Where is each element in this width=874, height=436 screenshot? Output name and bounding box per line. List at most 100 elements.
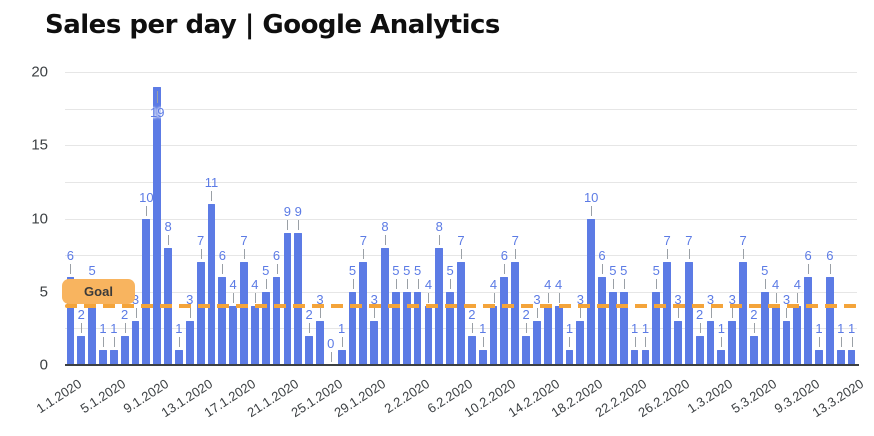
bar-value-label: 2 <box>522 306 530 322</box>
bar[interactable] <box>196 262 205 365</box>
bar[interactable] <box>511 262 520 365</box>
bar[interactable] <box>402 291 411 365</box>
bar[interactable] <box>359 262 368 365</box>
bar[interactable] <box>793 306 802 365</box>
bar[interactable] <box>825 277 834 365</box>
bar[interactable] <box>771 306 780 365</box>
bar[interactable] <box>316 321 324 365</box>
bar-value-label: 1 <box>565 321 574 337</box>
bar[interactable] <box>608 291 617 365</box>
bar[interactable] <box>500 277 509 365</box>
bar[interactable] <box>717 350 726 365</box>
bar[interactable] <box>576 321 585 365</box>
label-leader-line <box>775 293 777 304</box>
bar[interactable] <box>370 321 379 365</box>
bar[interactable] <box>109 350 118 365</box>
bar[interactable] <box>619 291 628 365</box>
bar[interactable] <box>478 350 487 365</box>
bar-value-label: 19 <box>149 104 165 120</box>
bar[interactable] <box>446 291 455 365</box>
bar[interactable] <box>587 218 596 365</box>
bar[interactable] <box>750 335 758 365</box>
label-leader-line <box>124 322 126 333</box>
bar[interactable] <box>348 291 357 365</box>
bar[interactable] <box>554 306 563 365</box>
label-leader-line <box>363 249 365 260</box>
bar-value-label: 1 <box>99 321 107 337</box>
x-axis-tick-label: 5.1.2020 <box>77 376 128 417</box>
bar[interactable] <box>207 203 216 365</box>
label-leader-line <box>102 337 104 348</box>
bar[interactable] <box>728 321 737 365</box>
bar[interactable] <box>489 306 498 365</box>
label-leader-line <box>276 264 278 275</box>
bar[interactable] <box>88 291 97 365</box>
bar[interactable] <box>142 218 151 365</box>
bar-value-label: 5 <box>403 262 411 278</box>
bar[interactable] <box>815 350 823 365</box>
label-leader-line <box>298 220 300 231</box>
bar[interactable] <box>706 321 715 365</box>
bar-value-label: 3 <box>131 292 140 308</box>
bar[interactable] <box>337 350 346 365</box>
bar-value-label: 8 <box>435 218 443 234</box>
bar-value-label: 6 <box>218 248 226 264</box>
bar[interactable] <box>250 306 259 365</box>
bar[interactable] <box>131 321 140 365</box>
bar[interactable] <box>261 291 270 365</box>
bar[interactable] <box>229 306 238 365</box>
bar[interactable] <box>663 262 672 365</box>
label-leader-line <box>417 278 419 289</box>
bar[interactable] <box>305 335 313 365</box>
bar[interactable] <box>467 335 476 365</box>
bar[interactable] <box>804 277 813 365</box>
bar-value-label: 6 <box>598 248 606 264</box>
label-leader-line <box>254 293 256 304</box>
bar[interactable] <box>652 291 661 365</box>
y-axis-tick-label: 10 <box>31 210 48 227</box>
bar[interactable] <box>836 350 845 365</box>
label-leader-line <box>753 322 755 333</box>
bar[interactable] <box>218 277 227 365</box>
bar[interactable] <box>457 262 465 365</box>
bar[interactable] <box>630 350 639 365</box>
gridline <box>65 72 857 73</box>
bar[interactable] <box>424 306 433 365</box>
bar[interactable] <box>598 277 606 365</box>
bar[interactable] <box>153 86 162 365</box>
bar[interactable] <box>739 262 747 365</box>
bar-value-label: 3 <box>706 292 715 308</box>
bar[interactable] <box>185 321 194 365</box>
bar[interactable] <box>66 277 75 365</box>
bar[interactable] <box>99 350 107 365</box>
bar[interactable] <box>272 277 281 365</box>
bar[interactable] <box>522 335 530 365</box>
bar[interactable] <box>294 233 303 365</box>
bar[interactable] <box>641 350 650 365</box>
label-leader-line <box>688 249 690 260</box>
bar[interactable] <box>674 321 682 365</box>
label-leader-line <box>471 322 473 333</box>
bar-value-label: 5 <box>652 262 660 278</box>
bar[interactable] <box>760 291 769 365</box>
bar-value-label: 1 <box>847 321 856 337</box>
bar[interactable] <box>565 350 574 365</box>
bar[interactable] <box>543 306 552 365</box>
bar[interactable] <box>847 350 856 365</box>
bar[interactable] <box>695 335 704 365</box>
bar[interactable] <box>684 262 693 365</box>
bar[interactable] <box>392 291 400 365</box>
bar[interactable] <box>533 321 541 365</box>
bar[interactable] <box>77 335 86 365</box>
bar[interactable] <box>413 291 422 365</box>
bar[interactable] <box>175 350 183 365</box>
bar-value-label: 7 <box>685 233 693 249</box>
bar-value-label: 1 <box>837 321 845 337</box>
bar-value-label: 2 <box>468 306 476 322</box>
bar[interactable] <box>283 233 292 365</box>
label-leader-line <box>504 264 506 275</box>
bar[interactable] <box>240 262 248 365</box>
bar[interactable] <box>120 335 129 365</box>
bar[interactable] <box>782 321 791 365</box>
bar-value-label: 5 <box>761 262 769 278</box>
